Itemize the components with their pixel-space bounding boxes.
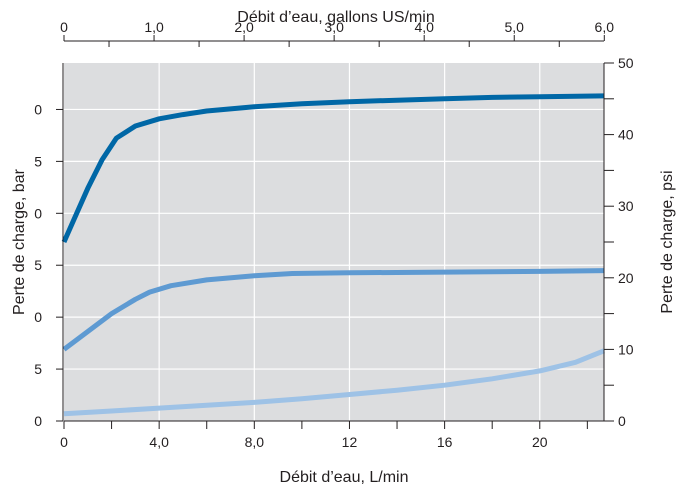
x-bottom-tick-label: 8,0 [245,434,265,450]
x-bottom-tick-label: 4,0 [149,434,169,450]
series-line-2 [62,268,605,352]
y-left-tick-label: 0 [34,309,42,325]
series-line-3 [63,348,605,417]
x-top-tick-label: 5,0 [505,19,525,35]
x-top-tick-label: 0 [60,19,68,35]
y-right-tick-label: 50 [618,55,634,71]
tick-labels: 0 4,0 8,0 12 16 200 1,0 2,0 3,0 4,0 5,0 6,005050500… [34,19,634,450]
y-left-tick-label: 5 [34,361,42,377]
x-axis-bottom-title: Débit d’eau, L/min [280,469,409,486]
y-right-tick-label: 10 [618,341,634,357]
y-right-tick-label: 0 [618,413,626,429]
x-axis-top-title: Débit d’eau, gallons US/min [237,9,434,26]
x-top-tick-label: 4,0 [414,19,434,35]
x-bottom-tick-label: 16 [437,434,453,450]
y-left-tick-label: 0 [34,101,42,117]
x-top-tick-label: 6,0 [595,19,615,35]
y-left-tick-label: 5 [34,257,42,273]
x-bottom-tick-label: 20 [532,434,548,450]
x-bottom-tick-label: 12 [342,434,358,450]
series-line-1 [61,93,605,244]
y-left-tick-label: 0 [34,205,42,221]
y-right-tick-label: 40 [618,127,634,143]
y-right-tick-label: 30 [618,198,634,214]
y-axis-right-title: Perte de charge, psi [659,170,676,313]
y-axis-left-title: Perte de charge, bar [11,168,28,315]
series-group [61,93,605,417]
plot-background [64,63,604,421]
x-top-tick-label: 3,0 [324,19,344,35]
x-top-tick-label: 2,0 [234,19,254,35]
grid [64,63,604,421]
x-top-tick-label: 1,0 [144,19,164,35]
y-left-tick-label: 0 [34,413,42,429]
axes [56,35,614,429]
y-left-tick-label: 5 [34,153,42,169]
y-right-tick-label: 20 [618,270,634,286]
x-bottom-tick-label: 0 [60,434,68,450]
